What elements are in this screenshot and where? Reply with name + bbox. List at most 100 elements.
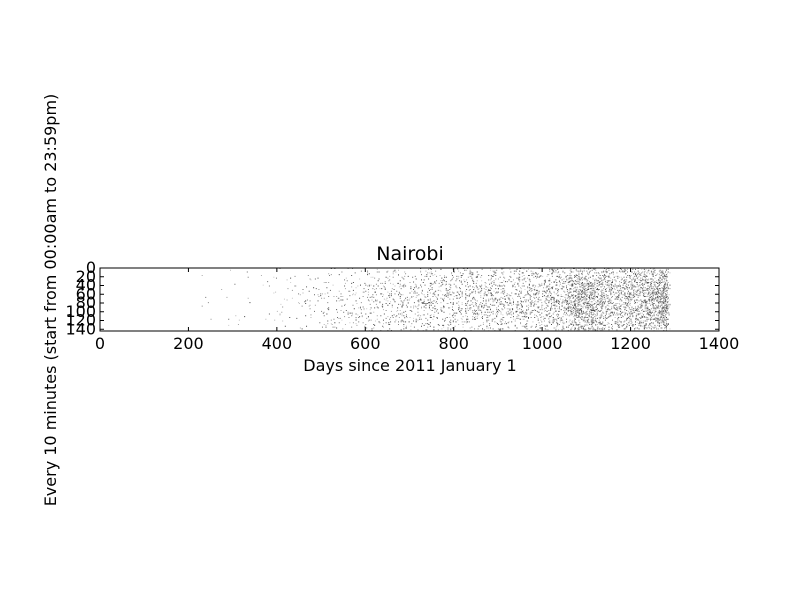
heatmap-cell bbox=[474, 302, 476, 304]
heatmap-cell bbox=[620, 279, 622, 281]
heatmap-cell bbox=[649, 300, 651, 302]
heatmap-cell bbox=[452, 310, 454, 311]
heatmap-cell bbox=[509, 310, 511, 311]
heatmap-cell bbox=[563, 302, 565, 304]
heatmap-cell bbox=[605, 268, 607, 270]
heatmap-cell bbox=[480, 295, 482, 297]
heatmap-cell bbox=[644, 289, 646, 291]
heatmap-cell bbox=[397, 310, 399, 311]
heatmap-cell bbox=[415, 286, 417, 288]
heatmap-cell bbox=[566, 275, 568, 276]
heatmap-cell bbox=[589, 305, 591, 307]
heatmap-cell bbox=[664, 275, 666, 277]
heatmap-cell bbox=[572, 325, 574, 327]
heatmap-cell bbox=[589, 272, 591, 274]
heatmap-cell bbox=[619, 300, 621, 302]
heatmap-cell bbox=[402, 303, 404, 304]
heatmap-cell bbox=[428, 268, 430, 270]
heatmap-cell bbox=[546, 310, 548, 312]
heatmap-cell bbox=[609, 309, 611, 311]
heatmap-cell bbox=[558, 317, 560, 318]
heatmap-cell bbox=[635, 286, 637, 288]
heatmap-cell bbox=[573, 324, 575, 326]
heatmap-cell bbox=[555, 301, 557, 303]
heatmap-cell bbox=[459, 272, 461, 274]
heatmap-cell bbox=[481, 284, 483, 286]
heatmap-cell bbox=[352, 304, 354, 306]
heatmap-cell bbox=[597, 322, 599, 324]
heatmap-cell bbox=[559, 277, 561, 279]
heatmap-cell bbox=[398, 275, 399, 276]
heatmap-cell bbox=[555, 288, 557, 290]
heatmap-cell bbox=[405, 316, 407, 318]
heatmap-cell bbox=[582, 284, 584, 286]
heatmap-cell bbox=[627, 275, 629, 276]
heatmap-cell bbox=[637, 318, 639, 320]
heatmap-cell bbox=[623, 287, 625, 289]
heatmap-cell bbox=[512, 313, 514, 315]
heatmap-cell bbox=[614, 292, 616, 294]
heatmap-cell bbox=[447, 329, 449, 331]
heatmap-cell bbox=[468, 289, 470, 291]
heatmap-cell bbox=[581, 286, 583, 288]
heatmap-cell bbox=[472, 302, 474, 304]
heatmap-cell bbox=[338, 297, 340, 299]
heatmap-cell bbox=[628, 281, 630, 283]
heatmap-cell bbox=[590, 295, 592, 297]
heatmap-cell bbox=[358, 321, 360, 323]
heatmap-cell bbox=[574, 287, 576, 289]
heatmap-cell bbox=[519, 281, 521, 283]
heatmap-cell bbox=[290, 282, 292, 283]
heatmap-cell bbox=[560, 296, 562, 297]
heatmap-cell bbox=[591, 291, 593, 293]
heatmap-cell bbox=[556, 322, 558, 324]
heatmap-cell bbox=[349, 312, 351, 314]
heatmap-cell bbox=[590, 317, 592, 318]
heatmap-cell bbox=[657, 318, 659, 320]
heatmap-cell bbox=[580, 317, 582, 318]
heatmap-cell bbox=[566, 309, 568, 311]
heatmap-cell bbox=[666, 296, 668, 297]
heatmap-cell bbox=[516, 310, 518, 312]
heatmap-cell bbox=[340, 310, 342, 311]
heatmap-cell bbox=[657, 298, 659, 300]
heatmap-cell bbox=[662, 290, 664, 292]
heatmap-cell bbox=[501, 328, 503, 330]
heatmap-cell bbox=[648, 318, 650, 320]
heatmap-cell bbox=[382, 326, 384, 328]
heatmap-cell bbox=[460, 313, 462, 315]
heatmap-cell bbox=[355, 292, 357, 294]
heatmap-cell bbox=[619, 288, 621, 290]
heatmap-cell bbox=[433, 326, 435, 328]
heatmap-cell bbox=[367, 285, 369, 287]
heatmap-cell bbox=[424, 303, 426, 304]
heatmap-cell bbox=[348, 317, 350, 318]
heatmap-cell bbox=[573, 287, 575, 289]
heatmap-cell bbox=[516, 289, 518, 290]
heatmap-cell bbox=[324, 293, 326, 295]
heatmap-cell bbox=[600, 290, 602, 292]
heatmap-cell bbox=[621, 271, 623, 273]
heatmap-cell bbox=[520, 304, 522, 306]
heatmap-cell bbox=[487, 306, 489, 308]
heatmap-cell bbox=[397, 307, 399, 309]
heatmap-cell bbox=[655, 309, 657, 311]
heatmap-cell bbox=[637, 276, 639, 278]
heatmap-cell bbox=[568, 302, 570, 304]
heatmap-cell bbox=[542, 304, 544, 306]
heatmap-cell bbox=[665, 296, 667, 297]
heatmap-cell bbox=[516, 306, 518, 308]
heatmap-cell bbox=[399, 297, 401, 299]
heatmap-cell bbox=[662, 293, 664, 295]
heatmap-cell bbox=[403, 325, 405, 327]
heatmap-cell bbox=[429, 285, 431, 287]
heatmap-cell bbox=[579, 289, 581, 290]
heatmap-cell bbox=[666, 291, 668, 293]
heatmap-cell bbox=[330, 274, 332, 276]
heatmap-cell bbox=[358, 307, 360, 309]
heatmap-cell bbox=[370, 307, 372, 309]
heatmap-cell bbox=[532, 284, 534, 286]
heatmap-cell bbox=[613, 286, 615, 288]
heatmap-cell bbox=[613, 306, 615, 308]
heatmap-cell bbox=[494, 300, 496, 302]
